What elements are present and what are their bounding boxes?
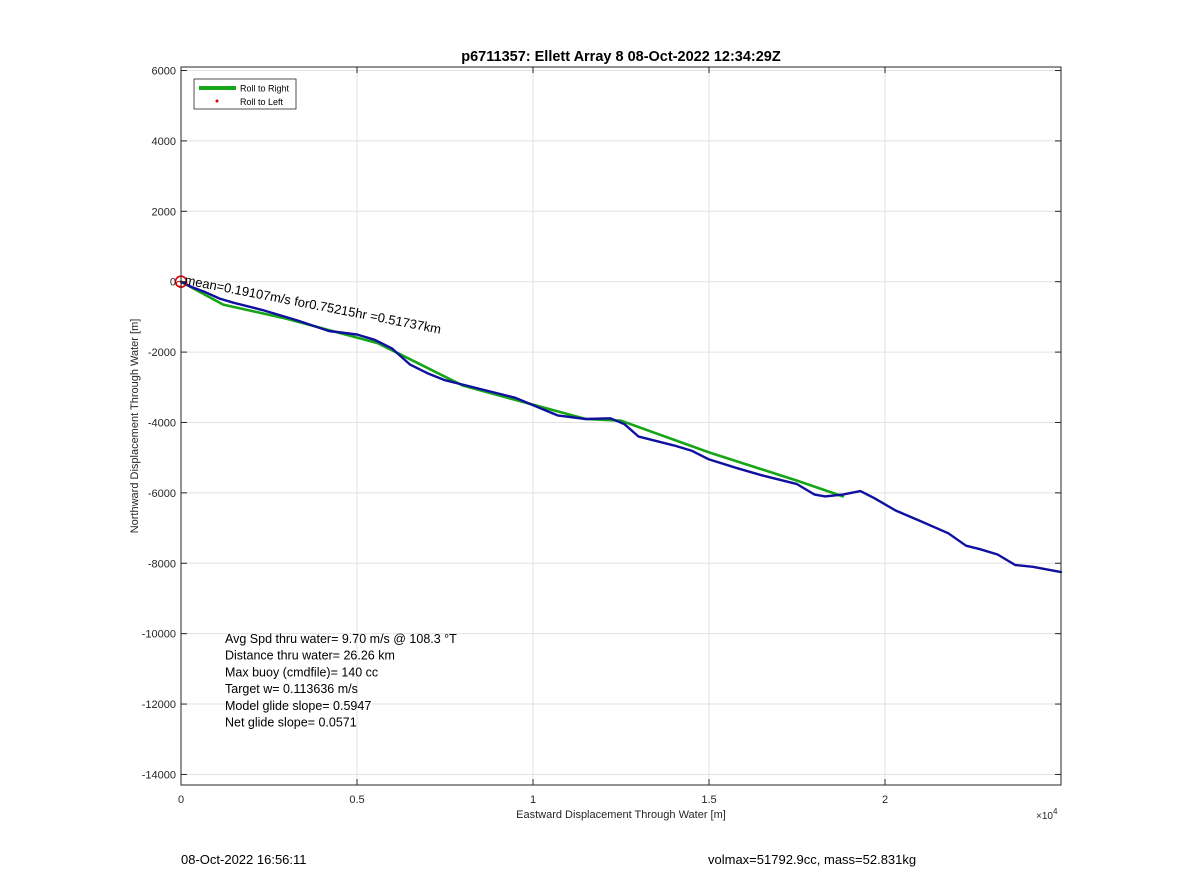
y-tick-label: 4000	[152, 136, 176, 148]
chart-title: p6711357: Ellett Array 8 08-Oct-2022 12:…	[461, 49, 781, 65]
series-line-track	[179, 280, 1063, 574]
stats-line: Avg Spd thru water= 9.70 m/s @ 108.3 °T	[225, 632, 457, 646]
y-tick-label: 6000	[152, 66, 176, 78]
stats-line: Model glide slope= 0.5947	[225, 699, 371, 713]
x-axis-label: Eastward Displacement Through Water [m]	[516, 809, 726, 821]
stats-block: Avg Spd thru water= 9.70 m/s @ 108.3 °T D…	[225, 632, 457, 730]
y-axis-label: Northward Displacement Through Water [m]	[129, 319, 141, 534]
y-tick-label: 0	[170, 277, 176, 289]
legend-box	[193, 78, 297, 110]
y-tick-label: -14000	[142, 769, 176, 781]
legend-swatch-roll-left	[215, 99, 219, 103]
y-tick-label: -12000	[142, 699, 176, 711]
legend: Roll to Right Roll to Left	[193, 78, 297, 110]
y-tick-label: -2000	[148, 347, 176, 359]
x-tick-label: 2	[882, 794, 888, 806]
x-tick-label: 1	[530, 794, 536, 806]
stats-line: Max buoy (cmdfile)= 140 cc	[225, 665, 378, 679]
y-tick-label: -4000	[148, 417, 176, 429]
y-tick-label: -8000	[148, 558, 176, 570]
x-tick-label: 0	[178, 794, 184, 806]
legend-label-roll-right: Roll to Right	[240, 84, 290, 94]
stats-line: Target w= 0.113636 m/s	[225, 682, 358, 696]
grid-layer	[180, 67, 1061, 785]
x-tick-label: 1.5	[701, 794, 716, 806]
stats-line: Distance thru water= 26.26 km	[225, 649, 395, 663]
x-tick-label: 0.5	[349, 794, 364, 806]
y-tick-label: -6000	[148, 488, 176, 500]
footer-timestamp: 08-Oct-2022 16:56:11	[181, 852, 307, 867]
tick-layer: 0 0.5 1 1.5 2 6000 4000 2000 0 -2000 -4000 -6000 -80…	[142, 66, 1061, 806]
y-tick-label: 2000	[152, 206, 176, 218]
x-exponent-label: ×104	[1036, 807, 1058, 822]
footer-volmax-mass: volmax=51792.9cc, mass=52.831kg	[708, 852, 917, 867]
x-exponent-power: 4	[1053, 807, 1058, 816]
stats-line: Net glide slope= 0.0571	[225, 716, 357, 730]
plot-frame	[180, 66, 1062, 786]
y-tick-label: -10000	[142, 629, 176, 641]
series-layer	[179, 280, 1063, 574]
legend-label-roll-left: Roll to Left	[240, 97, 284, 107]
series-line-roll-right	[179, 280, 845, 498]
